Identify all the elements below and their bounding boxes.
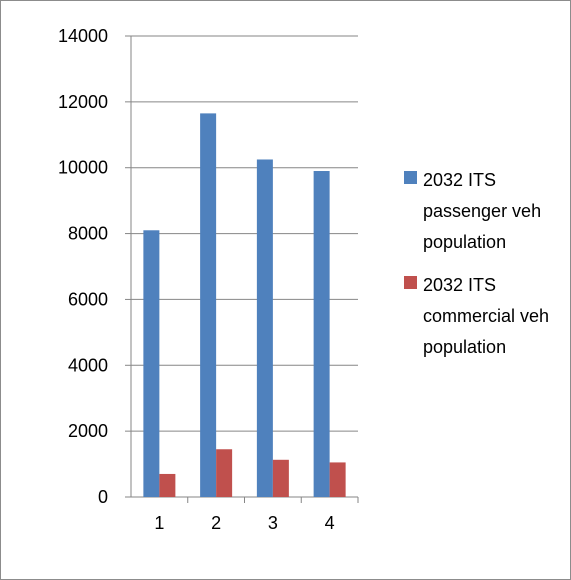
y-tick-label: 10000 xyxy=(58,158,108,178)
y-tick-label: 12000 xyxy=(58,92,108,112)
legend-label-commercial: 2032 ITS commercial veh population xyxy=(423,275,550,357)
y-tick-labels: 0 2000 4000 6000 8000 10000 12000 14000 xyxy=(58,26,108,507)
bar-series-1-cat-3 xyxy=(256,159,273,497)
bars xyxy=(143,113,346,497)
legend-swatch-commercial xyxy=(404,276,417,289)
y-tick-label: 8000 xyxy=(68,224,108,244)
x-tick-labels: 1 2 3 4 xyxy=(154,513,334,533)
y-tick-label: 14000 xyxy=(58,26,108,46)
x-tick-label: 1 xyxy=(154,513,164,533)
legend: 2032 ITS passenger veh population 2032 I… xyxy=(404,165,569,375)
bar-series-2-cat-1 xyxy=(159,473,176,497)
y-tick-label: 4000 xyxy=(68,355,108,375)
bar-series-1-cat-1 xyxy=(143,230,160,497)
bar-series-2-cat-3 xyxy=(272,459,289,497)
bar-series-1-cat-4 xyxy=(313,171,330,497)
legend-item-commercial: 2032 ITS commercial veh population xyxy=(404,270,569,363)
x-tick-label: 3 xyxy=(268,513,278,533)
y-tick-label: 0 xyxy=(98,487,108,507)
bar-series-2-cat-4 xyxy=(329,462,346,497)
bar-series-2-cat-2 xyxy=(216,449,233,497)
x-tick-label: 4 xyxy=(325,513,335,533)
x-tick-label: 2 xyxy=(211,513,221,533)
y-tick-label: 2000 xyxy=(68,421,108,441)
legend-swatch-passenger xyxy=(404,171,417,184)
legend-item-passenger: 2032 ITS passenger veh population xyxy=(404,165,569,258)
bar-series-1-cat-2 xyxy=(200,113,217,497)
y-tick-label: 6000 xyxy=(68,289,108,309)
legend-label-passenger: 2032 ITS passenger veh population xyxy=(423,170,542,252)
